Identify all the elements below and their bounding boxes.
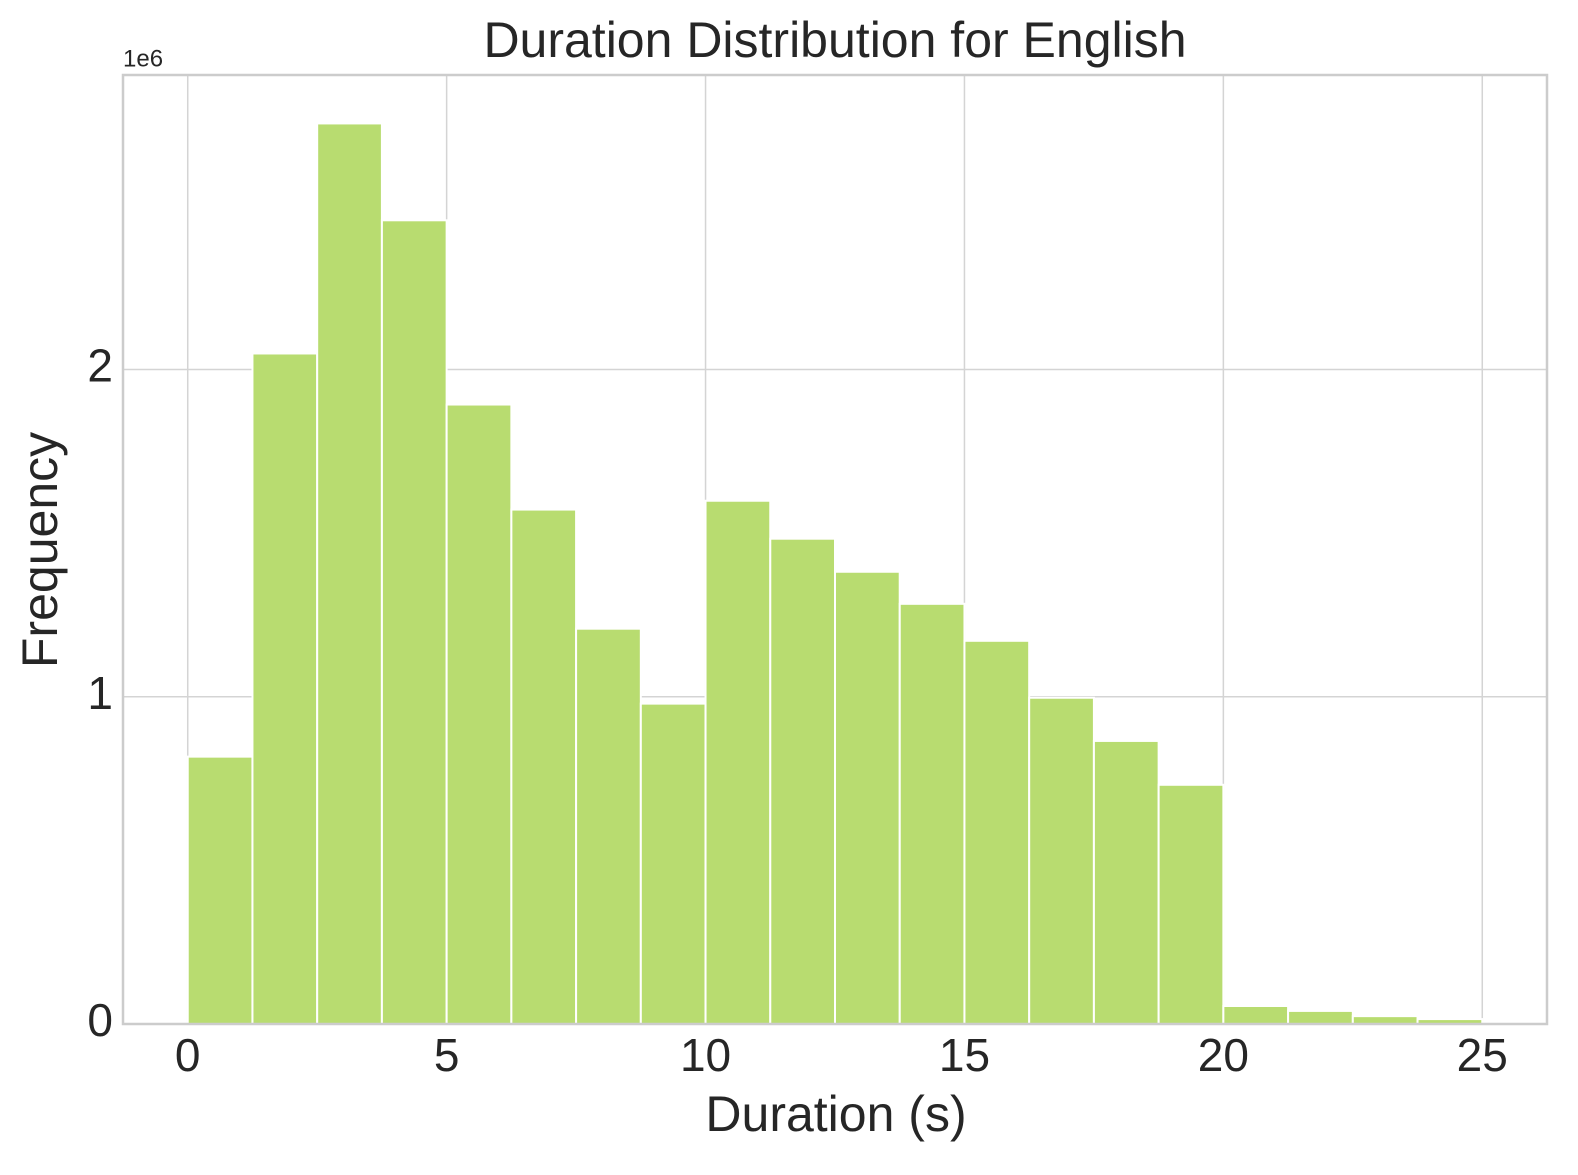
bar (1157, 783, 1225, 1026)
y-axis-label: Frequency (12, 432, 68, 668)
bar (445, 403, 513, 1026)
y-tick-label: 2 (87, 340, 113, 392)
plot-frame (121, 73, 1549, 1026)
bar (1092, 739, 1160, 1025)
bar (704, 499, 772, 1025)
bar (575, 627, 642, 1026)
chart-title: Duration Distribution for English (483, 12, 1186, 68)
x-tick-label: 10 (680, 1029, 731, 1081)
x-axis-label: Duration (s) (705, 1086, 966, 1142)
x-tick-label: 25 (1457, 1029, 1508, 1081)
bar (834, 570, 901, 1026)
bar (1028, 696, 1095, 1025)
x-tick-label: 15 (939, 1029, 990, 1081)
x-tick-label: 20 (1198, 1029, 1249, 1081)
bar (380, 219, 448, 1025)
y-tick-label: 0 (87, 994, 113, 1046)
bar (186, 755, 254, 1025)
y-tick-label: 1 (87, 667, 113, 719)
bar (1222, 1005, 1290, 1025)
x-tick-label: 0 (175, 1029, 201, 1081)
bar (898, 602, 966, 1025)
x-tick-label: 5 (434, 1029, 460, 1081)
bar (1287, 1009, 1354, 1025)
bar (769, 537, 836, 1026)
bar (510, 508, 578, 1025)
bar (639, 702, 707, 1025)
bar (963, 639, 1031, 1025)
bar (316, 122, 383, 1026)
y-scale-label: 1e6 (123, 45, 163, 72)
bar (251, 352, 319, 1025)
